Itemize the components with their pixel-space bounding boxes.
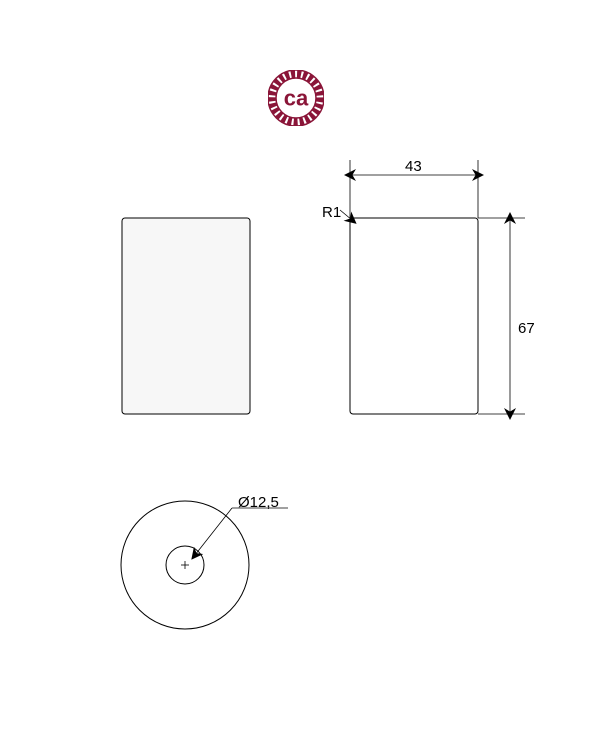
svg-text:ca: ca [284, 86, 309, 111]
brand-logo: ca [268, 70, 324, 126]
dimension-diameter-label: Ø12,5 [238, 494, 279, 511]
dimension-height-label: 67 [518, 320, 535, 337]
logo-svg: ca [268, 70, 324, 126]
dimension-radius-label: R1 [322, 204, 341, 221]
dimension-width-label: 43 [405, 158, 422, 175]
